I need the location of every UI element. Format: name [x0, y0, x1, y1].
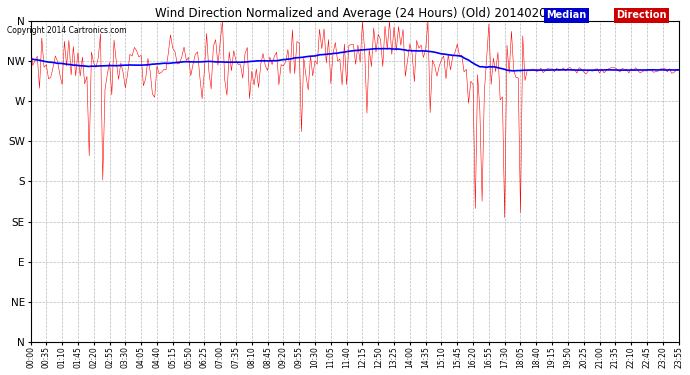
Text: Median: Median	[546, 10, 587, 20]
Text: Copyright 2014 Cartronics.com: Copyright 2014 Cartronics.com	[7, 26, 126, 35]
Text: Direction: Direction	[616, 10, 667, 20]
Title: Wind Direction Normalized and Average (24 Hours) (Old) 20140202: Wind Direction Normalized and Average (2…	[155, 7, 554, 20]
